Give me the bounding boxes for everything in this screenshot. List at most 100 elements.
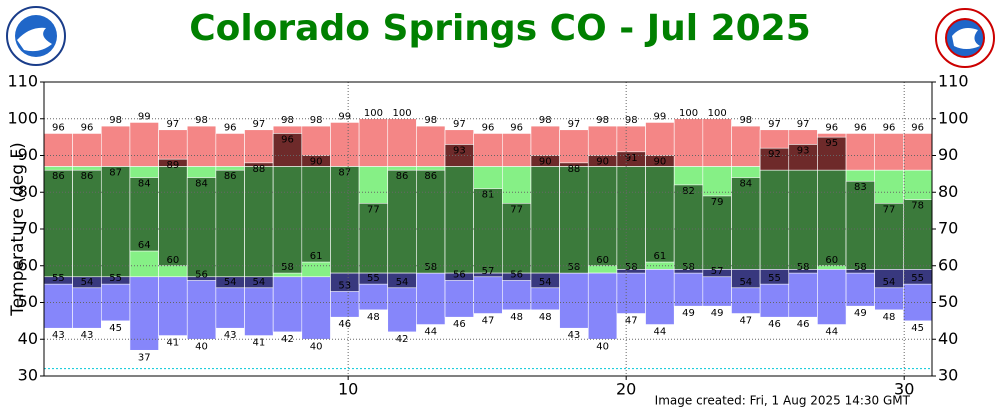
observed-low-label: 58 [682, 262, 695, 273]
record-high-label: 97 [568, 119, 581, 130]
record-high-label: 99 [138, 111, 151, 122]
observed-low-label: 58 [854, 262, 867, 273]
observed-high-label: 84 [138, 179, 151, 190]
record-low-label: 49 [854, 308, 867, 319]
record-low-band [473, 272, 503, 314]
record-low-label: 47 [482, 316, 495, 327]
observed-low-label: 55 [768, 273, 781, 284]
record-high-label: 97 [797, 119, 810, 130]
observed-high-label: 90 [654, 157, 667, 168]
record-low-band [186, 276, 217, 340]
record-high-band [845, 133, 876, 171]
record-low-label: 47 [625, 316, 638, 327]
record-high-label: 98 [109, 115, 122, 126]
noaa-logo [6, 6, 66, 66]
nws-logo [935, 8, 995, 68]
record-low-label: 43 [81, 330, 94, 341]
observed-low-label: 54 [883, 277, 896, 288]
observed-normal [244, 166, 274, 278]
observed-high-label: 87 [109, 168, 122, 179]
observed-normal [72, 169, 102, 278]
observed-low-label: 58 [281, 262, 294, 273]
observed-high-label: 88 [252, 164, 265, 175]
y2-tick-label: 50 [938, 292, 958, 311]
record-high-label: 99 [654, 111, 667, 122]
observed-normal [100, 166, 131, 278]
record-high-label: 98 [539, 115, 552, 126]
record-low-label: 49 [711, 308, 724, 319]
record-low-label: 45 [109, 323, 122, 334]
y2-tick-label: 110 [938, 72, 969, 91]
observed-normal [702, 195, 732, 270]
record-high-label: 98 [195, 115, 208, 126]
observed-high-label: 86 [424, 171, 437, 182]
record-high-label: 100 [708, 108, 727, 119]
x-tick-label: 10 [338, 380, 358, 399]
y2-tick-label: 40 [938, 329, 958, 348]
record-high-band [702, 118, 732, 167]
record-low-label: 44 [654, 327, 667, 338]
record-high-label: 100 [364, 108, 383, 119]
observed-normal [416, 169, 446, 274]
record-low-label: 48 [883, 312, 896, 323]
record-high-band [100, 125, 131, 167]
y-tick-label: 100 [7, 108, 38, 127]
record-high-band [673, 118, 704, 167]
observed-low-label: 57 [711, 266, 724, 277]
record-low-band [158, 276, 188, 336]
observed-normal [673, 184, 704, 270]
y2-tick-label: 60 [938, 255, 958, 274]
observed-normal [330, 166, 360, 274]
observed-high-label: 77 [510, 204, 523, 215]
observed-high-label: 79 [711, 197, 724, 208]
y2-tick-label: 100 [938, 108, 969, 127]
record-high-band [215, 133, 245, 167]
record-high-band [43, 133, 73, 167]
record-high-band [874, 133, 904, 171]
observed-high-label: 93 [797, 145, 810, 156]
observed-low-label: 58 [568, 262, 581, 273]
observed-low-label: 58 [424, 262, 437, 273]
observed-high-label: 77 [367, 204, 380, 215]
observed-low-label: 55 [52, 273, 65, 284]
observed-normal [301, 166, 331, 263]
footer: Image created: Fri, 1 Aug 2025 14:30 GMT [655, 394, 911, 408]
observed-low-label: 55 [109, 273, 122, 284]
record-high-label: 100 [393, 108, 412, 119]
y-tick-label: 40 [18, 329, 38, 348]
observed-normal [903, 199, 933, 270]
record-high-label: 100 [679, 108, 698, 119]
observed-normal [759, 169, 790, 270]
record-low-label: 40 [596, 341, 609, 352]
x-tick-label: 20 [616, 380, 636, 399]
observed-high-label: 86 [224, 171, 237, 182]
y-tick-label: 50 [18, 292, 38, 311]
observed-high-label: 87 [338, 168, 351, 179]
observed-normal [43, 169, 73, 278]
record-high-band [358, 118, 389, 167]
observed-low-label: 54 [739, 277, 752, 288]
record-low-band [587, 272, 618, 340]
observed-high-label: 82 [682, 186, 695, 197]
record-low-band [559, 272, 589, 329]
y2-tick-label: 80 [938, 182, 958, 201]
observed-normal [817, 169, 847, 267]
y2-tick-label: 90 [938, 145, 958, 164]
record-low-band [129, 276, 159, 351]
observed-high-label: 86 [52, 171, 65, 182]
record-low-label: 41 [252, 338, 265, 349]
record-high-band [186, 125, 217, 167]
observed-low-label: 56 [453, 269, 466, 280]
record-low-label: 41 [167, 338, 180, 349]
observed-high-label: 84 [195, 179, 208, 190]
record-high-label: 97 [252, 119, 265, 130]
record-high-label: 96 [81, 122, 94, 133]
observed-normal [874, 202, 904, 270]
record-high-band [387, 118, 417, 167]
observed-low-label: 56 [510, 269, 523, 280]
y-tick-label: 80 [18, 182, 38, 201]
record-low-label: 49 [682, 308, 695, 319]
observed-normal [645, 166, 675, 263]
observed-low-label: 60 [596, 255, 609, 266]
